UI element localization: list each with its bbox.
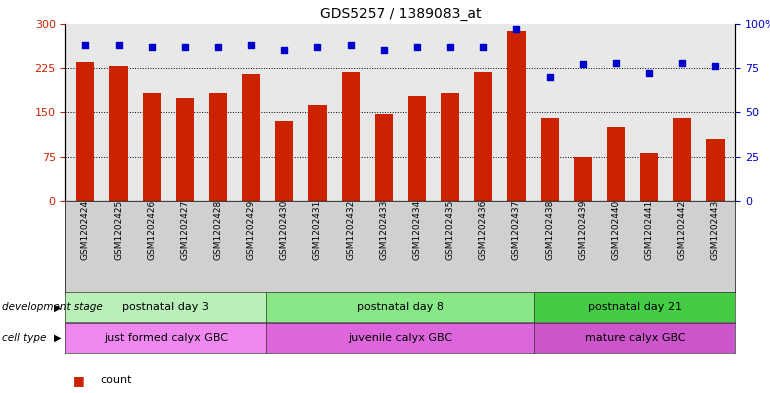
Bar <box>109 66 128 201</box>
Point <box>179 44 191 50</box>
Point <box>79 42 92 48</box>
Point <box>676 59 688 66</box>
Bar <box>176 97 194 201</box>
Bar <box>673 118 691 201</box>
Bar <box>375 114 393 201</box>
Point <box>344 42 357 48</box>
Bar <box>640 152 658 201</box>
Point <box>610 59 622 66</box>
Point <box>311 44 323 50</box>
Point <box>477 44 490 50</box>
Point <box>112 42 125 48</box>
Bar <box>507 31 526 201</box>
Point <box>544 74 556 80</box>
Point <box>444 44 457 50</box>
Text: count: count <box>100 375 132 386</box>
Text: cell type: cell type <box>2 333 46 343</box>
Bar <box>607 127 625 201</box>
Bar <box>275 121 293 201</box>
Title: GDS5257 / 1389083_at: GDS5257 / 1389083_at <box>320 7 481 21</box>
Text: development stage: development stage <box>2 302 102 312</box>
Bar <box>574 157 592 201</box>
Bar <box>706 139 725 201</box>
Point <box>577 61 589 68</box>
Point <box>377 47 390 53</box>
Point <box>511 26 523 32</box>
Text: postnatal day 21: postnatal day 21 <box>588 302 682 312</box>
Point <box>278 47 290 53</box>
Bar <box>408 96 426 201</box>
Text: ▶: ▶ <box>54 333 62 343</box>
Bar <box>76 62 95 201</box>
Bar <box>308 105 326 201</box>
Text: juvenile calyx GBC: juvenile calyx GBC <box>348 333 453 343</box>
Text: ■: ■ <box>73 374 85 387</box>
Bar <box>342 72 360 201</box>
Text: postnatal day 3: postnatal day 3 <box>122 302 209 312</box>
Point <box>411 44 424 50</box>
Bar <box>142 94 161 201</box>
Text: ▶: ▶ <box>54 302 62 312</box>
Text: mature calyx GBC: mature calyx GBC <box>584 333 685 343</box>
Point <box>643 70 655 77</box>
Point <box>709 63 721 69</box>
Bar <box>242 74 260 201</box>
Bar <box>541 118 559 201</box>
Text: just formed calyx GBC: just formed calyx GBC <box>104 333 228 343</box>
Text: postnatal day 8: postnatal day 8 <box>357 302 444 312</box>
Bar <box>441 94 459 201</box>
Bar <box>474 72 493 201</box>
Point <box>245 42 257 48</box>
Point <box>146 44 158 50</box>
Point <box>212 44 224 50</box>
Bar <box>209 94 227 201</box>
